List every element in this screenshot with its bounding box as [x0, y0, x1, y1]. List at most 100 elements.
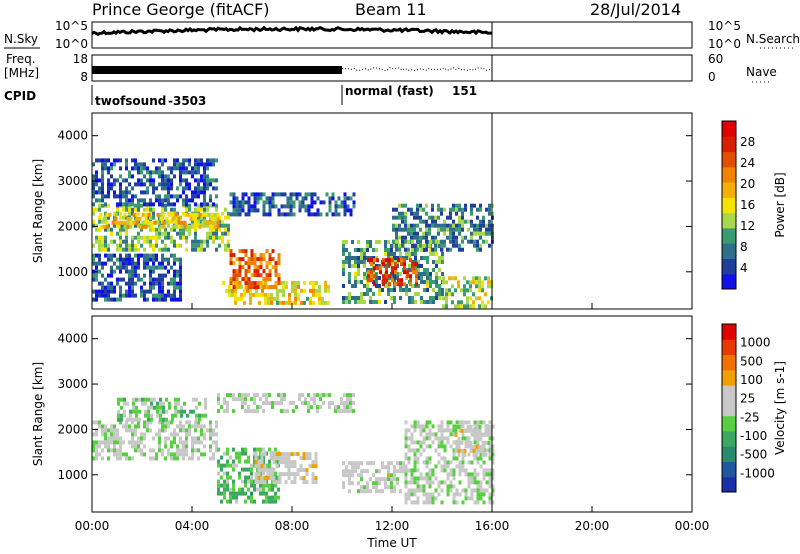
- velocity-cell: [446, 436, 450, 441]
- power-cell: [116, 178, 119, 183]
- velocity-cell: [110, 428, 113, 433]
- power-cell: [137, 231, 140, 236]
- velocity-cell: [437, 480, 441, 485]
- velocity-cell: [443, 460, 447, 465]
- velocity-cell: [482, 460, 486, 465]
- velocity-cell: [203, 436, 206, 441]
- power-cell: [265, 273, 269, 278]
- power-cell: [99, 212, 103, 217]
- power-cell: [241, 265, 245, 270]
- velocity-cell: [479, 496, 483, 501]
- power-cell: [348, 276, 351, 280]
- power-cell: [185, 207, 188, 212]
- velocity-cell: [464, 472, 468, 477]
- power-cell: [429, 280, 432, 284]
- power-cell: [488, 219, 491, 224]
- power-cell: [461, 215, 464, 220]
- power-cell: [387, 248, 390, 252]
- power-cell: [384, 244, 387, 248]
- power-colorbar-swatch: [722, 182, 736, 198]
- velocity-cell: [443, 464, 447, 469]
- velocity-cell: [284, 452, 288, 457]
- power-cell: [164, 174, 167, 179]
- velocity-cell: [357, 465, 360, 470]
- power-cell: [179, 194, 182, 199]
- power-cell: [413, 227, 416, 232]
- velocity-cell: [188, 424, 191, 429]
- velocity-cell: [458, 480, 462, 485]
- power-cell: [98, 281, 101, 286]
- power-cell: [366, 268, 369, 272]
- power-cell: [170, 293, 173, 298]
- power-cell: [119, 261, 122, 266]
- velocity-cell: [455, 492, 459, 497]
- power-cell: [152, 202, 155, 207]
- power-cell: [234, 288, 237, 293]
- power-cell: [404, 227, 407, 232]
- power-cell: [441, 292, 444, 296]
- velocity-cell: [488, 452, 492, 457]
- power-cell: [463, 292, 466, 297]
- velocity-cell: [491, 456, 495, 461]
- power-cell: [337, 212, 341, 217]
- velocity-cell: [253, 401, 256, 406]
- power-cell: [158, 289, 161, 294]
- power-cell: [487, 276, 490, 281]
- power-cell: [449, 247, 452, 252]
- velocity-cell: [360, 469, 363, 474]
- power-cell: [393, 280, 396, 284]
- velocity-cell: [241, 467, 244, 472]
- power-cell: [101, 162, 104, 167]
- power-cell: [164, 297, 167, 302]
- power-cell: [92, 223, 95, 228]
- velocity-cell: [147, 413, 150, 418]
- velocity-cell: [177, 401, 180, 406]
- power-cell: [250, 257, 254, 262]
- power-cell: [98, 243, 101, 248]
- power-cell: [315, 280, 318, 285]
- velocity-cell: [259, 447, 262, 452]
- power-cell: [161, 297, 164, 302]
- power-cell: [454, 276, 457, 281]
- power-cell: [432, 252, 435, 256]
- velocity-cell: [419, 432, 423, 437]
- power-cell: [161, 289, 164, 294]
- power-cell: [140, 162, 143, 167]
- power-cell: [98, 178, 101, 183]
- power-cell: [176, 162, 179, 167]
- power-cell: [101, 273, 104, 278]
- power-cell: [357, 240, 360, 244]
- velocity-cell: [132, 405, 135, 410]
- power-cell: [158, 227, 161, 232]
- power-cell: [367, 270, 370, 275]
- power-colorbar-tick: 16: [740, 198, 755, 212]
- velocity-cell: [464, 420, 468, 425]
- power-cell: [203, 202, 206, 207]
- power-cell: [143, 166, 146, 171]
- power-cell: [476, 247, 479, 252]
- power-cell: [188, 186, 191, 191]
- power-cell: [149, 269, 152, 274]
- power-cell: [289, 200, 293, 205]
- velocity-cell: [167, 448, 170, 453]
- power-cell: [316, 208, 320, 213]
- power-cell: [451, 284, 454, 289]
- power-cell: [249, 296, 252, 301]
- power-cell: [423, 268, 426, 272]
- velocity-cell: [119, 436, 122, 441]
- power-cell: [173, 281, 176, 286]
- power-cell: [212, 186, 215, 191]
- power-cell: [406, 274, 409, 279]
- velocity-cell: [123, 409, 126, 414]
- velocity-cell: [123, 397, 126, 402]
- power-cell: [179, 273, 182, 278]
- velocity-cell: [440, 480, 444, 485]
- nsky-panel: N.Sky 10^5 10^0 10^5 10^0 N.Search: [4, 19, 800, 51]
- velocity-cell: [346, 397, 349, 402]
- velocity-cell: [189, 409, 192, 414]
- power-cell: [375, 300, 378, 304]
- velocity-cell: [179, 428, 182, 433]
- velocity-cell: [416, 488, 420, 493]
- power-cell: [274, 265, 278, 270]
- power-cell: [485, 227, 488, 232]
